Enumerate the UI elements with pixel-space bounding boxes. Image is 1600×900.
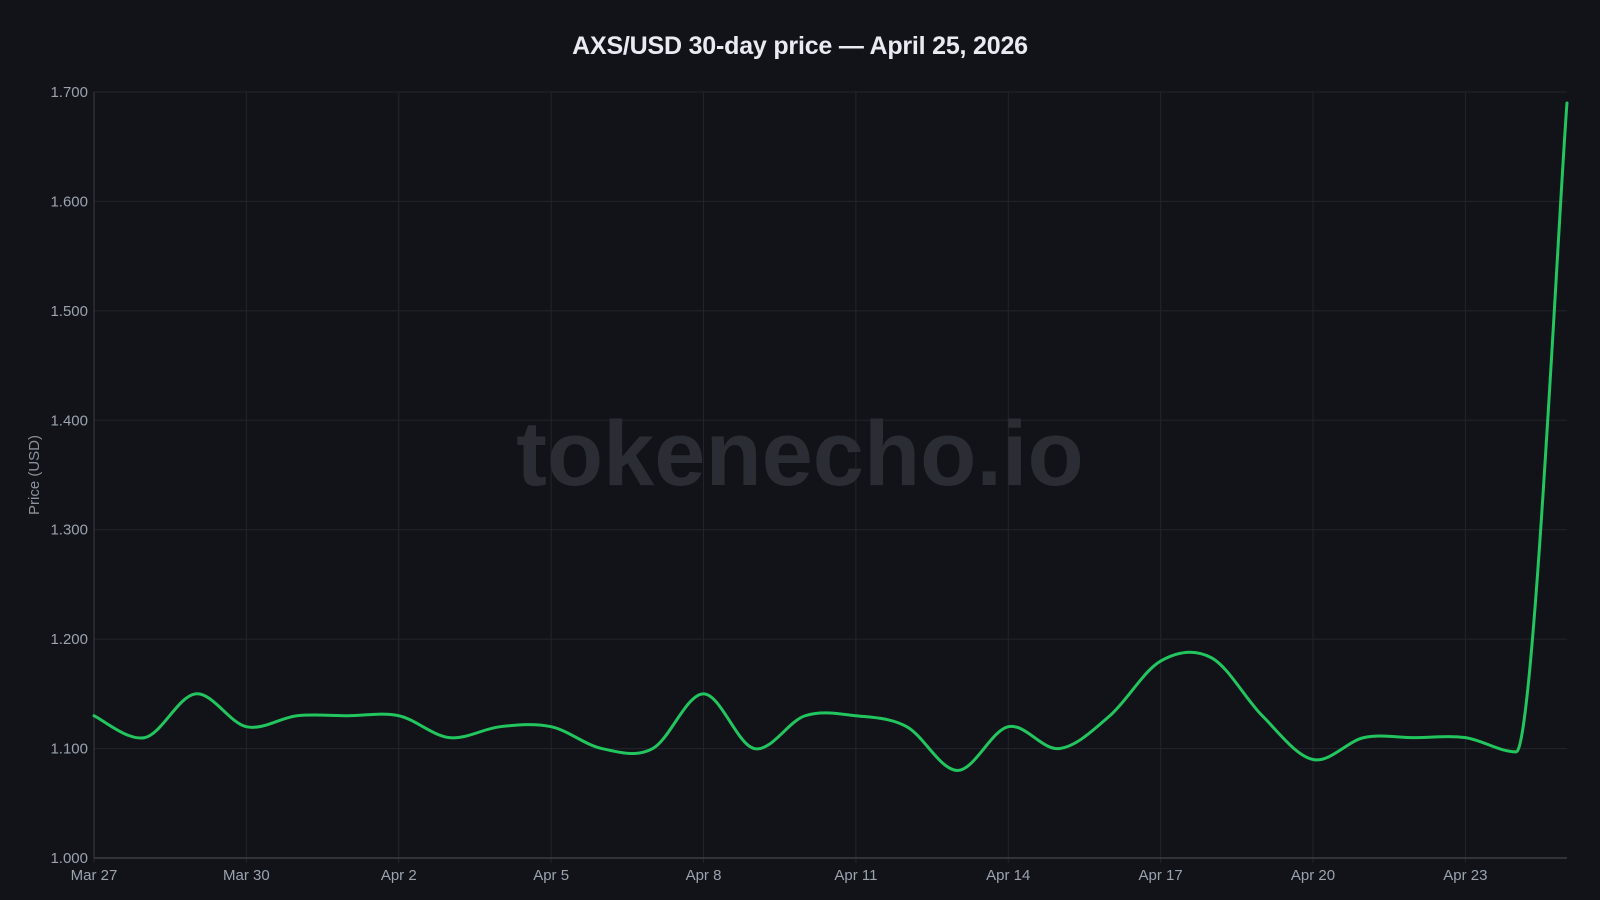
chart-title: AXS/USD 30-day price — April 25, 2026 — [572, 32, 1028, 60]
y-tick-label: 1.700 — [50, 84, 88, 101]
x-tick-label: Apr 23 — [1443, 867, 1487, 884]
x-tick-label: Apr 8 — [686, 867, 722, 884]
y-tick-label: 1.500 — [50, 303, 88, 320]
y-axis-ticks: 1.000 1.100 1.200 1.300 1.400 1.500 1.600 1.700 — [50, 84, 88, 867]
x-tick-label: Apr 14 — [986, 867, 1030, 884]
watermark: tokenecho.io — [516, 403, 1083, 505]
y-tick-label: 1.600 — [50, 193, 88, 210]
y-axis-title: Price (USD) — [26, 435, 43, 515]
y-tick-label: 1.100 — [50, 741, 88, 758]
x-tick-label: Apr 2 — [381, 867, 417, 884]
x-axis-ticks: Mar 27 Mar 30 Apr 2 Apr 5 Apr 8 Apr 11 Apr 14 A… — [71, 867, 1488, 884]
y-tick-label: 1.300 — [50, 522, 88, 539]
y-tick-label: 1.400 — [50, 412, 88, 429]
y-tick-label: 1.000 — [50, 850, 88, 867]
price-line — [92, 101, 1569, 772]
gridlines — [93, 91, 1567, 863]
x-tick-label: Apr 11 — [834, 867, 877, 884]
x-tick-label: Mar 27 — [71, 867, 118, 884]
x-tick-label: Apr 5 — [533, 867, 569, 884]
x-tick-label: Apr 20 — [1291, 867, 1335, 884]
x-tick-label: Apr 17 — [1139, 867, 1183, 884]
axes — [93, 92, 1567, 859]
y-tick-label: 1.200 — [50, 631, 88, 648]
x-tick-label: Mar 30 — [223, 867, 270, 884]
